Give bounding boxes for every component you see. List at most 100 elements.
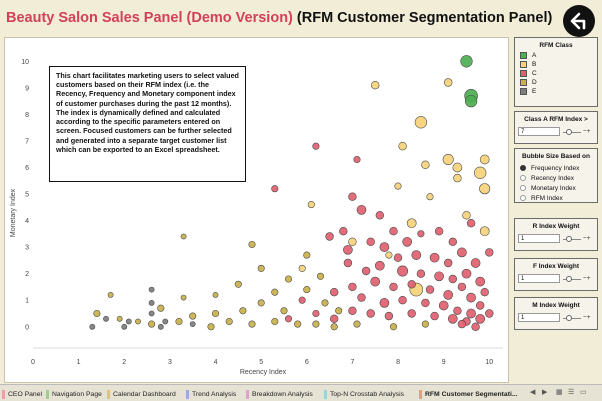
tab-nav-first-icon[interactable]: ◀: [530, 389, 536, 396]
data-point-class-c[interactable]: [330, 314, 339, 323]
data-point-class-c[interactable]: [447, 313, 458, 324]
f-weight-input[interactable]: 1: [518, 274, 560, 283]
data-point-class-b[interactable]: [426, 193, 434, 201]
data-point-class-c[interactable]: [448, 237, 457, 247]
sheet-tab[interactable]: Navigation Page: [46, 388, 102, 400]
data-point-class-a[interactable]: [464, 94, 478, 108]
data-point-class-b[interactable]: [348, 237, 357, 247]
data-point-class-d[interactable]: [257, 299, 265, 307]
data-point-class-c[interactable]: [417, 230, 425, 238]
data-point-class-d[interactable]: [212, 291, 219, 298]
data-point-class-d[interactable]: [211, 309, 220, 318]
data-point-class-d[interactable]: [248, 240, 256, 249]
r-weight-slider[interactable]: [563, 235, 581, 242]
data-point-class-c[interactable]: [402, 236, 413, 247]
data-point-class-b[interactable]: [444, 78, 453, 87]
data-point-class-b[interactable]: [452, 162, 463, 173]
data-point-class-d[interactable]: [335, 307, 343, 315]
data-point-class-c[interactable]: [330, 288, 339, 297]
data-point-class-c[interactable]: [271, 185, 279, 193]
data-point-class-c[interactable]: [312, 309, 320, 318]
data-point-class-c[interactable]: [475, 276, 486, 287]
legend-item-a[interactable]: A: [520, 51, 597, 60]
legend-item-c[interactable]: C: [520, 69, 597, 78]
data-point-class-c[interactable]: [476, 301, 485, 310]
sheet-tab[interactable]: Top-N Crosstab Analysis: [324, 388, 404, 400]
data-point-class-b[interactable]: [307, 201, 315, 209]
tab-nav-last-icon[interactable]: ▶: [542, 389, 548, 396]
data-point-class-c[interactable]: [430, 311, 439, 321]
data-point-class-c[interactable]: [361, 266, 371, 276]
data-point-class-d[interactable]: [225, 317, 233, 326]
data-point-class-c[interactable]: [379, 242, 390, 252]
data-point-class-b[interactable]: [442, 154, 454, 166]
data-point-class-d[interactable]: [107, 291, 114, 298]
m-weight-slider[interactable]: [563, 314, 581, 321]
data-point-class-d[interactable]: [284, 275, 293, 283]
data-point-class-c[interactable]: [370, 276, 381, 287]
class-a-threshold-input[interactable]: 7: [518, 127, 560, 136]
data-point-class-d[interactable]: [389, 323, 398, 331]
f-weight-stepper-icon[interactable]: −+: [583, 275, 591, 282]
data-point-class-c[interactable]: [444, 258, 453, 268]
data-point-class-c[interactable]: [389, 227, 398, 236]
data-point-class-d[interactable]: [157, 304, 165, 312]
sheet-tab[interactable]: Trend Analysis: [186, 388, 236, 400]
data-point-class-b[interactable]: [298, 264, 306, 272]
data-point-class-b[interactable]: [462, 211, 471, 220]
data-point-class-d[interactable]: [248, 320, 256, 328]
data-point-class-c[interactable]: [353, 155, 361, 164]
data-point-class-d[interactable]: [271, 288, 279, 296]
data-point-class-c[interactable]: [434, 271, 444, 282]
m-weight-input[interactable]: 1: [518, 313, 560, 322]
data-point-class-d[interactable]: [93, 309, 101, 318]
sheet-tab[interactable]: Breakdown Analysis: [246, 388, 313, 400]
class-a-stepper-icon[interactable]: −+: [583, 128, 591, 135]
data-point-class-c[interactable]: [325, 232, 334, 241]
back-button[interactable]: [563, 5, 595, 37]
data-point-class-b[interactable]: [421, 160, 430, 170]
data-point-class-c[interactable]: [348, 306, 357, 315]
sheet-tab[interactable]: RFM Customer Segmentati...: [419, 388, 518, 400]
data-point-class-c[interactable]: [298, 296, 306, 304]
data-point-class-e[interactable]: [103, 315, 109, 322]
data-point-class-c[interactable]: [457, 282, 467, 292]
r-weight-stepper-icon[interactable]: −+: [583, 235, 591, 242]
data-point-class-c[interactable]: [339, 227, 348, 236]
data-point-class-d[interactable]: [257, 264, 265, 272]
data-point-class-c[interactable]: [485, 248, 494, 257]
data-point-class-c[interactable]: [421, 298, 430, 308]
data-point-class-c[interactable]: [357, 293, 366, 302]
f-weight-slider[interactable]: [563, 275, 581, 282]
class-a-slider[interactable]: [563, 128, 581, 135]
data-point-class-c[interactable]: [356, 205, 367, 215]
data-point-class-c[interactable]: [348, 192, 357, 201]
data-point-class-c[interactable]: [425, 285, 435, 294]
data-point-class-c[interactable]: [475, 313, 486, 324]
data-point-class-b[interactable]: [479, 226, 490, 237]
legend-item-d[interactable]: D: [520, 78, 597, 87]
data-point-class-c[interactable]: [466, 219, 476, 228]
data-point-class-c[interactable]: [374, 260, 385, 271]
data-point-class-d[interactable]: [353, 320, 361, 328]
data-point-class-b[interactable]: [479, 183, 491, 195]
data-point-class-d[interactable]: [239, 307, 247, 315]
data-point-class-c[interactable]: [312, 142, 320, 150]
data-point-class-d[interactable]: [330, 323, 338, 331]
data-point-class-e[interactable]: [148, 310, 155, 317]
data-point-class-e[interactable]: [121, 323, 128, 330]
data-point-class-c[interactable]: [384, 311, 394, 321]
data-point-class-b[interactable]: [406, 218, 417, 229]
data-point-class-c[interactable]: [398, 296, 407, 305]
data-point-class-d[interactable]: [271, 317, 279, 326]
data-point-class-c[interactable]: [466, 292, 476, 303]
data-point-class-c[interactable]: [448, 274, 457, 284]
data-point-class-d[interactable]: [294, 320, 302, 328]
data-point-class-d[interactable]: [180, 233, 187, 240]
data-point-class-c[interactable]: [457, 247, 467, 258]
radio-rfm-index[interactable]: RFM Index: [520, 193, 597, 203]
data-point-class-e[interactable]: [89, 323, 96, 330]
data-point-class-e[interactable]: [148, 286, 155, 293]
data-point-class-c[interactable]: [470, 258, 481, 268]
data-point-class-c[interactable]: [429, 252, 440, 263]
